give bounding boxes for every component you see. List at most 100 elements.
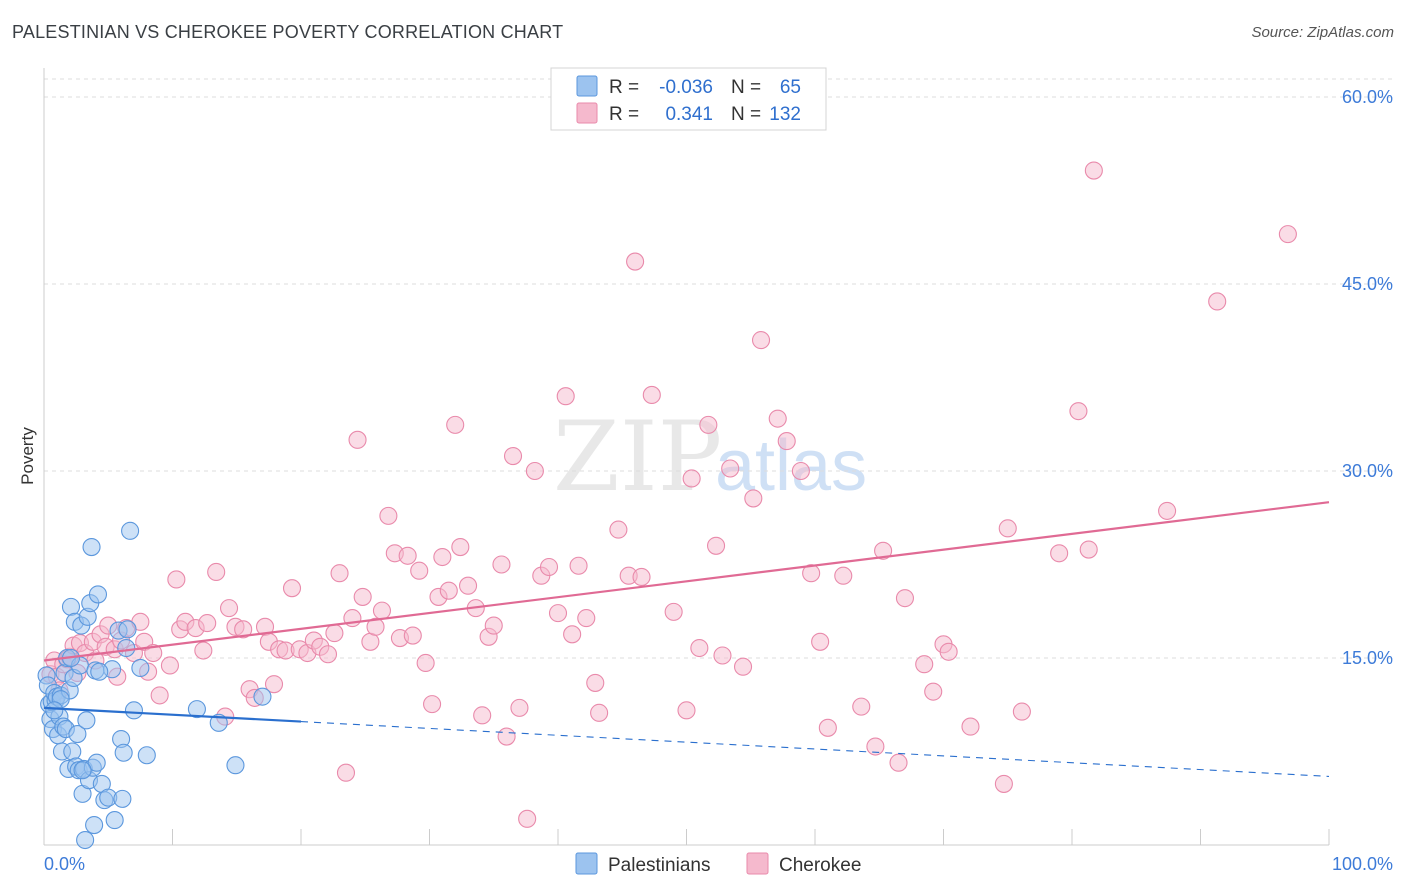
cherokee-point-115 [834, 566, 853, 585]
cherokee-point-75 [473, 706, 492, 725]
stats-legend: R = -0.036 N = 65 R = 0.341 N = 132 [550, 67, 827, 131]
y-tick-label-60: 60.0% [1342, 87, 1393, 107]
palestinians-point-56 [187, 700, 206, 719]
cherokee-point-82 [518, 809, 537, 828]
cherokee-point-98 [664, 602, 683, 621]
legend-n-value-1: 65 [780, 77, 801, 98]
cherokee-point-35 [219, 599, 239, 618]
palestinians-point-53 [124, 701, 143, 720]
cherokee-point-65 [410, 561, 429, 580]
cherokee-point-51 [325, 624, 344, 643]
palestinians-point-50 [117, 638, 136, 658]
cherokee-point-128 [1050, 544, 1069, 563]
legend-n-value-2: 132 [769, 104, 801, 125]
cherokee-point-117 [866, 737, 885, 756]
cherokee-point-91 [586, 673, 605, 692]
cherokee-point-127 [1012, 702, 1031, 721]
cherokee-point-55 [348, 430, 367, 449]
x-tick-label-0: 0.0% [44, 854, 85, 874]
cherokee-point-112 [802, 564, 821, 583]
cherokee-point-78 [492, 555, 511, 574]
cherokee-point-131 [1084, 161, 1103, 180]
palestinians-trend-extension [300, 721, 1330, 777]
palestinians-point-49 [114, 743, 133, 762]
palestinians-points [37, 521, 272, 850]
cherokee-point-114 [818, 718, 837, 737]
cherokee-point-135 [939, 642, 958, 661]
palestinians-point-51 [118, 620, 137, 639]
legend-n-label-1: N = [731, 77, 761, 98]
cherokee-point-110 [777, 432, 796, 451]
palestinians-point-39 [87, 753, 106, 772]
palestinians-point-19 [61, 597, 81, 616]
cherokee-point-42 [264, 675, 284, 694]
cherokee-point-97 [642, 385, 661, 405]
palestinians-point-58 [226, 756, 245, 775]
cherokee-point-87 [556, 387, 575, 406]
legend-r-label-2: R = [609, 104, 639, 125]
palestinians-point-55 [137, 746, 156, 765]
cherokee-point-95 [626, 252, 645, 271]
series-legend: Palestinians Cherokee [575, 852, 861, 876]
cherokee-point-96 [632, 567, 651, 587]
cherokee-point-105 [721, 459, 740, 478]
legend-n-label-2: N = [731, 104, 761, 125]
cherokee-point-126 [998, 519, 1017, 538]
cherokee-trend-line [43, 501, 1330, 662]
bottom-legend-label-cherokee: Cherokee [779, 855, 861, 876]
cherokee-point-66 [416, 653, 435, 673]
legend-swatch-cherokee [576, 102, 598, 124]
cherokee-point-77 [484, 616, 503, 635]
cherokee-point-93 [609, 520, 628, 539]
cherokee-point-33 [207, 562, 226, 582]
cherokee-point-79 [497, 727, 516, 746]
watermark-zip: ZIP [553, 401, 722, 513]
cherokee-point-118 [874, 541, 893, 560]
cherokee-point-107 [744, 489, 763, 508]
bottom-legend-swatch-palestinians [575, 852, 598, 875]
bottom-legend-swatch-cherokee [746, 852, 769, 875]
gridlines [44, 78, 1395, 659]
cherokee-point-102 [699, 415, 718, 434]
cherokee-point-31 [194, 641, 213, 660]
cherokee-point-104 [713, 646, 732, 665]
cherokee-point-56 [353, 587, 372, 606]
cherokee-point-116 [852, 697, 871, 716]
cherokee-point-111 [791, 461, 810, 481]
cherokee-point-64 [403, 626, 422, 645]
palestinians-point-54 [131, 658, 150, 678]
cherokee-point-130 [1079, 540, 1098, 559]
cherokee-point-124 [961, 717, 980, 736]
cherokee-point-132 [1158, 501, 1177, 520]
cherokee-point-86 [548, 604, 568, 623]
cherokee-point-70 [439, 581, 458, 600]
cherokee-point-122 [924, 682, 943, 701]
cherokee-point-53 [336, 763, 356, 782]
cherokee-point-121 [915, 655, 934, 674]
cherokee-point-133 [1208, 292, 1227, 311]
palestinians-point-30 [76, 830, 95, 850]
legend-r-value-1: -0.036 [659, 77, 713, 98]
palestinians-point-37 [85, 816, 104, 835]
legend-swatch-palestinians [576, 75, 598, 97]
cherokee-point-71 [446, 415, 465, 434]
cherokee-point-101 [690, 638, 709, 658]
palestinians-point-35 [82, 537, 101, 557]
cherokee-point-81 [510, 698, 529, 717]
cherokee-point-129 [1069, 402, 1088, 421]
cherokee-point-26 [160, 656, 179, 675]
cherokee-point-27 [167, 570, 186, 589]
legend-r-label-1: R = [609, 77, 639, 98]
palestinians-point-64 [90, 662, 109, 681]
palestinians-point-63 [73, 761, 92, 780]
cherokee-point-45 [282, 579, 302, 598]
cherokee-point-59 [372, 601, 392, 620]
y-axis-title: Poverty [18, 427, 37, 485]
cherokee-point-109 [768, 409, 787, 428]
cherokee-point-24 [144, 643, 163, 663]
palestinians-point-48 [113, 789, 132, 808]
x-tick-label-100: 100.0% [1332, 854, 1393, 874]
palestinians-point-20 [63, 742, 82, 761]
cherokee-point-106 [733, 657, 753, 676]
